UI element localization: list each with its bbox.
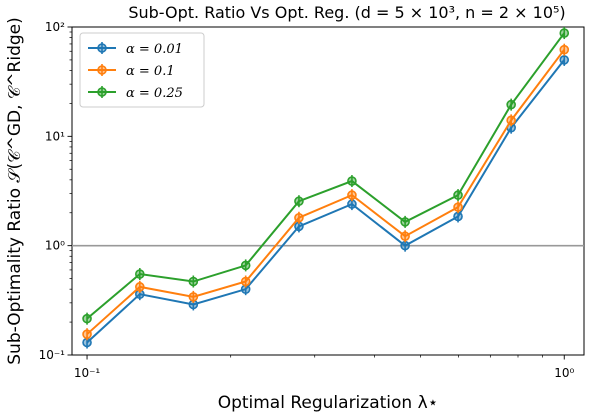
data-point (453, 190, 463, 200)
x-tick-label: 10⁰ (554, 366, 574, 380)
legend-label: α = 0.01 (126, 42, 183, 57)
legend-entry: α = 0.25 (88, 86, 183, 101)
x-axis-label: Optimal Regularization λ⋆ (218, 393, 439, 413)
data-point (188, 276, 199, 287)
series-line (86, 32, 566, 320)
data-point (347, 199, 357, 209)
legend-marker (97, 65, 107, 75)
legend: α = 0.01 α = 0.1 α = 0.25 (79, 32, 205, 108)
y-axis-label: Sub-Optimality Ratio 𝒮(𝒞^GD, 𝒞^Ridge) (5, 17, 25, 364)
data-point (559, 28, 570, 38)
data-point (135, 282, 145, 292)
legend-box (79, 32, 205, 108)
data-point (294, 212, 304, 223)
legend-marker (97, 87, 107, 97)
series-group (82, 27, 570, 349)
legend-entry: α = 0.1 (88, 64, 175, 79)
legend-marker (97, 43, 107, 53)
legend-entry: α = 0.01 (88, 42, 183, 57)
data-point (240, 260, 251, 271)
x-axis-ticks: 10⁻¹ 10⁰ (74, 355, 574, 380)
data-series (82, 27, 570, 325)
data-point (294, 196, 304, 207)
data-point (453, 211, 463, 222)
y-axis-ticks: 10⁻¹ 10⁰ 10¹ 10² (39, 20, 72, 362)
data-point (400, 217, 410, 227)
data-point (240, 276, 251, 287)
series-line (86, 59, 566, 344)
data-point (559, 55, 570, 65)
data-point (188, 292, 199, 302)
data-point (82, 329, 92, 339)
y-tick-label: 10⁰ (45, 239, 65, 253)
series-line (86, 49, 566, 335)
legend-label: α = 0.1 (126, 64, 175, 79)
data-point (135, 269, 145, 279)
data-point (82, 313, 92, 324)
y-tick-label: 10² (45, 20, 65, 34)
data-point (506, 99, 516, 110)
data-series (82, 43, 570, 341)
legend-label: α = 0.25 (126, 86, 183, 101)
data-point (347, 176, 357, 186)
y-tick-label: 10⁻¹ (39, 348, 66, 362)
data-point (559, 44, 570, 55)
x-tick-label: 10⁻¹ (74, 366, 101, 380)
chart-title: Sub-Opt. Ratio Vs Opt. Reg. (d = 5 × 10³… (128, 3, 565, 22)
data-point (453, 202, 463, 212)
data-point (400, 231, 410, 242)
data-point (347, 190, 357, 200)
y-tick-label: 10¹ (45, 129, 65, 143)
data-point (506, 115, 516, 126)
plot-frame (71, 26, 585, 356)
data-point (400, 240, 410, 251)
